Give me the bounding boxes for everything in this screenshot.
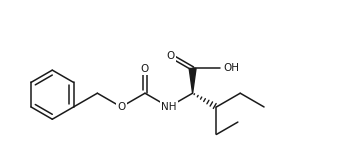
Text: O: O (166, 51, 175, 61)
Text: O: O (141, 64, 149, 74)
Text: OH: OH (223, 63, 239, 73)
Text: O: O (117, 102, 125, 112)
Text: NH: NH (161, 102, 177, 112)
Polygon shape (189, 69, 196, 93)
